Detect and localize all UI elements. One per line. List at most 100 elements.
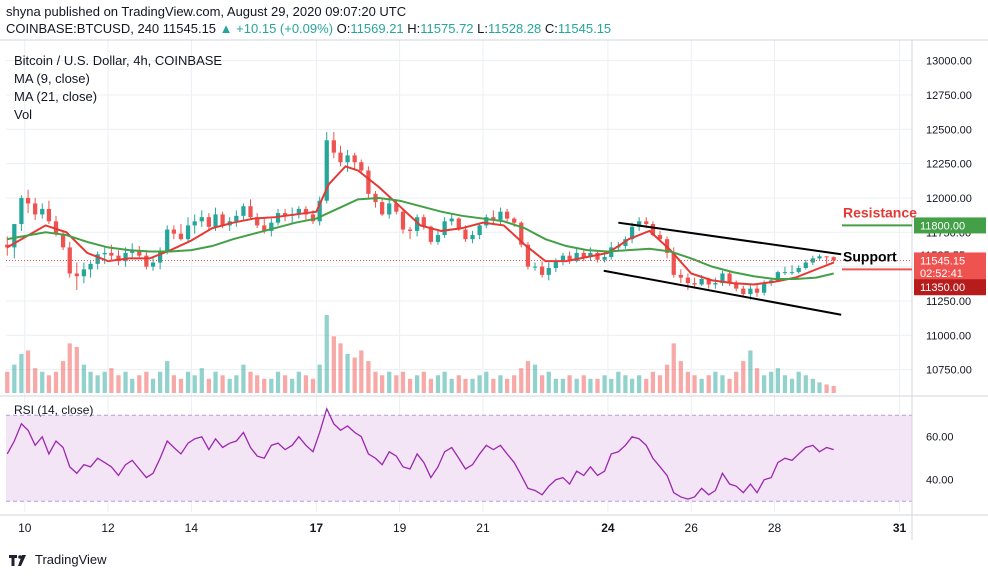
volume-bar — [241, 364, 246, 393]
candle-body — [734, 283, 739, 289]
candle-body — [310, 214, 316, 222]
candle-body — [74, 273, 79, 277]
volume-bar — [387, 371, 392, 393]
volume-bar — [53, 371, 59, 393]
candle-body — [484, 217, 489, 226]
volume-bar — [546, 371, 551, 393]
volume-bar — [685, 371, 691, 393]
volume-bar — [699, 378, 704, 393]
candle-body — [352, 155, 357, 163]
volume-bar — [331, 336, 336, 393]
candle-body — [46, 208, 52, 222]
candle-body — [317, 200, 322, 222]
volume-bar — [310, 378, 316, 393]
volume-bar — [789, 378, 795, 393]
high-value: 11575.72 — [420, 21, 474, 36]
volume-bar — [595, 378, 600, 393]
volume-bar — [227, 378, 232, 393]
price-tick-label: 12750.00 — [926, 90, 972, 102]
price-tick-label: 10750.00 — [926, 365, 972, 377]
candle-body — [775, 272, 780, 281]
time-tick-label: 14 — [185, 521, 199, 535]
symbol-label: COINBASE:BTCUSD, 240 — [6, 21, 160, 36]
candle-body — [727, 273, 732, 284]
volume-bar — [803, 375, 808, 393]
volume-bar — [185, 371, 191, 393]
candle-body — [400, 211, 406, 230]
volume-bar — [373, 371, 378, 393]
volume-bar — [282, 375, 288, 393]
candle-body — [366, 170, 371, 194]
volume-bar — [144, 371, 149, 393]
candle-body — [275, 213, 281, 223]
candle-body — [553, 261, 558, 269]
candle-body — [761, 283, 767, 293]
volume-bar — [74, 346, 79, 393]
candle-body — [588, 252, 593, 258]
chart-title: Bitcoin / U.S. Dollar, 4h, COINBASE — [14, 53, 223, 68]
candle-body — [824, 256, 829, 258]
volume-bar — [761, 375, 767, 393]
candle-body — [40, 208, 45, 215]
candle-body — [644, 221, 649, 225]
volume-bar — [400, 371, 406, 393]
volume-bar — [428, 378, 434, 393]
volume-bar — [269, 378, 274, 393]
time-tick-label: 10 — [18, 521, 32, 535]
volume-bar — [678, 361, 683, 393]
candle-body — [567, 255, 572, 262]
candle-body — [171, 229, 176, 234]
high-label: H: — [407, 21, 421, 36]
volume-bar — [123, 371, 128, 393]
candle-body — [546, 268, 551, 275]
candle-body — [421, 217, 426, 227]
volume-bar — [442, 371, 447, 393]
open-label: O: — [336, 21, 351, 36]
volume-bar — [512, 375, 517, 393]
candle-body — [53, 221, 59, 234]
volume-bar — [650, 371, 656, 393]
price-label-text: 02:52:41 — [920, 268, 963, 280]
volume-bar — [817, 382, 822, 393]
candle-body — [165, 229, 170, 252]
volume-bar — [581, 375, 586, 393]
volume-bar — [831, 385, 836, 393]
candle-body — [470, 235, 475, 240]
candle-body — [602, 257, 607, 260]
price-tick-label: 12500.00 — [926, 124, 972, 136]
open-value: 11569.21 — [350, 21, 404, 36]
volume-bar — [338, 343, 343, 393]
tradingview-footer[interactable]: TradingView — [8, 552, 107, 567]
price-label-bg — [914, 264, 986, 281]
volume-bar — [345, 354, 350, 393]
volume-bar — [255, 375, 260, 393]
volume-bar — [290, 378, 295, 393]
candle-body — [81, 269, 87, 277]
price-tick-label: 11250.00 — [926, 296, 971, 308]
candle-body — [796, 268, 801, 273]
volume-bar — [498, 375, 503, 393]
candle-body — [88, 263, 93, 270]
candle-body — [706, 278, 711, 285]
candle-body — [262, 225, 267, 231]
candle-body — [581, 252, 586, 258]
volume-bar — [25, 350, 31, 393]
candle-body — [60, 233, 66, 248]
ma21-line — [7, 196, 834, 280]
candle-body — [782, 272, 788, 274]
candle-body — [345, 155, 350, 163]
volume-bar — [317, 364, 322, 393]
volume-bar — [567, 375, 572, 393]
candle-body — [629, 226, 635, 240]
volume-bar — [435, 375, 441, 393]
time-tick-label: 28 — [768, 521, 782, 535]
candle-body — [512, 218, 517, 223]
volume-bar — [782, 375, 788, 393]
candle-body — [748, 288, 753, 295]
resistance-label: Resistance — [843, 204, 917, 220]
candle-body — [123, 252, 128, 262]
candle-body — [657, 235, 663, 240]
candle-body — [185, 225, 191, 240]
candle-body — [303, 208, 309, 215]
